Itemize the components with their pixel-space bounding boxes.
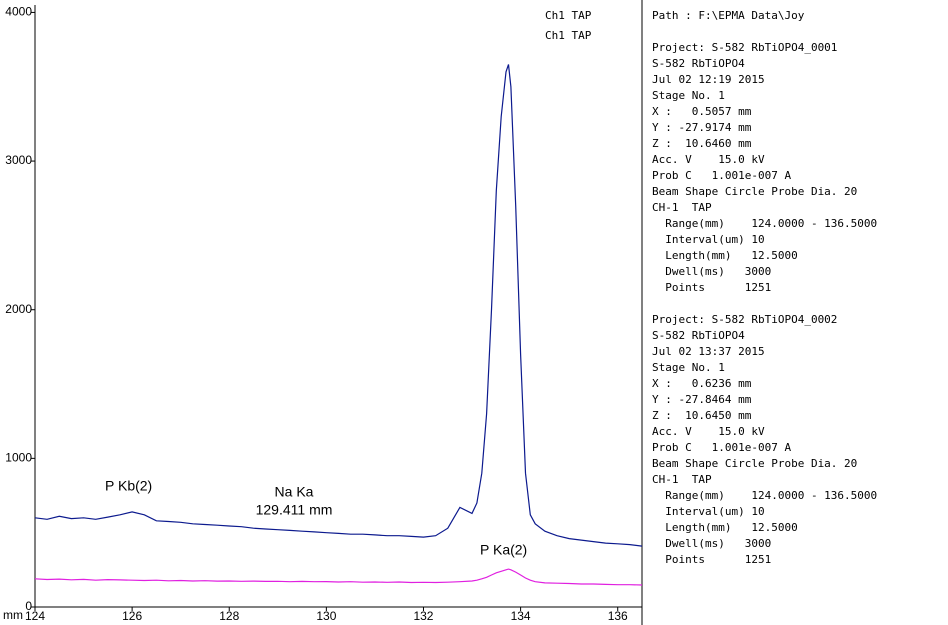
info-line: Stage No. 1 [652, 89, 725, 102]
info-line: Interval(um) 10 [652, 233, 765, 246]
info-line: Acc. V 15.0 kV [652, 425, 765, 438]
info-line: CH-1 TAP [652, 201, 712, 214]
x-axis-label: mm [3, 608, 23, 622]
info-line: Dwell(ms) 3000 [652, 265, 771, 278]
info-line: Length(mm) 12.5000 [652, 521, 798, 534]
info-line: Z : 10.6450 mm [652, 409, 752, 422]
info-line: Y : -27.9174 mm [652, 121, 752, 134]
info-line: Z : 10.6460 mm [652, 137, 752, 150]
info-line: Dwell(ms) 3000 [652, 537, 771, 550]
info-line: X : 0.6236 mm [652, 377, 752, 390]
info-line: Prob C 1.001e-007 A [652, 441, 791, 454]
y-tick-label: 2000 [5, 302, 32, 316]
legend-entry: Ch1 TAP [545, 9, 592, 22]
info-line: Prob C 1.001e-007 A [652, 169, 791, 182]
info-line: Interval(um) 10 [652, 505, 765, 518]
info-line: CH-1 TAP [652, 473, 712, 486]
y-tick-label: 1000 [5, 451, 32, 465]
annotation: 129.411 mm [256, 502, 333, 518]
info-line: Points 1251 [652, 553, 771, 566]
info-line: Range(mm) 124.0000 - 136.5000 [652, 489, 877, 502]
y-tick-label: 4000 [5, 5, 32, 19]
y-tick-label: 3000 [5, 153, 32, 167]
x-tick-label: 128 [219, 609, 239, 623]
info-line: Beam Shape Circle Probe Dia. 20 [652, 457, 857, 470]
info-line: Acc. V 15.0 kV [652, 153, 765, 166]
x-tick-label: 136 [608, 609, 628, 623]
x-tick-label: 134 [511, 609, 531, 623]
legend-entry: Ch1 TAP [545, 29, 592, 42]
info-line: Jul 02 12:19 2015 [652, 73, 765, 86]
info-line: Jul 02 13:37 2015 [652, 345, 765, 358]
info-line: Y : -27.8464 mm [652, 393, 752, 406]
info-line: Stage No. 1 [652, 361, 725, 374]
info-line: Project: S-582 RbTiOPO4_0001 [652, 41, 837, 54]
y-tick-label: 0 [25, 599, 32, 613]
info-line: S-582 RbTiOPO4 [652, 57, 745, 70]
annotation: P Ka(2) [480, 542, 527, 558]
info-line: X : 0.5057 mm [652, 105, 752, 118]
path-text: Path : F:\EPMA Data\Joy [652, 9, 805, 22]
info-line: Length(mm) 12.5000 [652, 249, 798, 262]
x-tick-label: 132 [413, 609, 433, 623]
series-line [34, 568, 643, 586]
info-line: Points 1251 [652, 281, 771, 294]
info-line: Range(mm) 124.0000 - 136.5000 [652, 217, 877, 230]
x-tick-label: 124 [25, 609, 45, 623]
x-tick-label: 130 [316, 609, 336, 623]
series-line [34, 64, 643, 547]
annotation: Na Ka [275, 484, 314, 500]
x-tick-label: 126 [122, 609, 142, 623]
info-line: Beam Shape Circle Probe Dia. 20 [652, 185, 857, 198]
annotation: P Kb(2) [105, 478, 152, 494]
info-line: S-582 RbTiOPO4 [652, 329, 745, 342]
info-line: Project: S-582 RbTiOPO4_0002 [652, 313, 837, 326]
